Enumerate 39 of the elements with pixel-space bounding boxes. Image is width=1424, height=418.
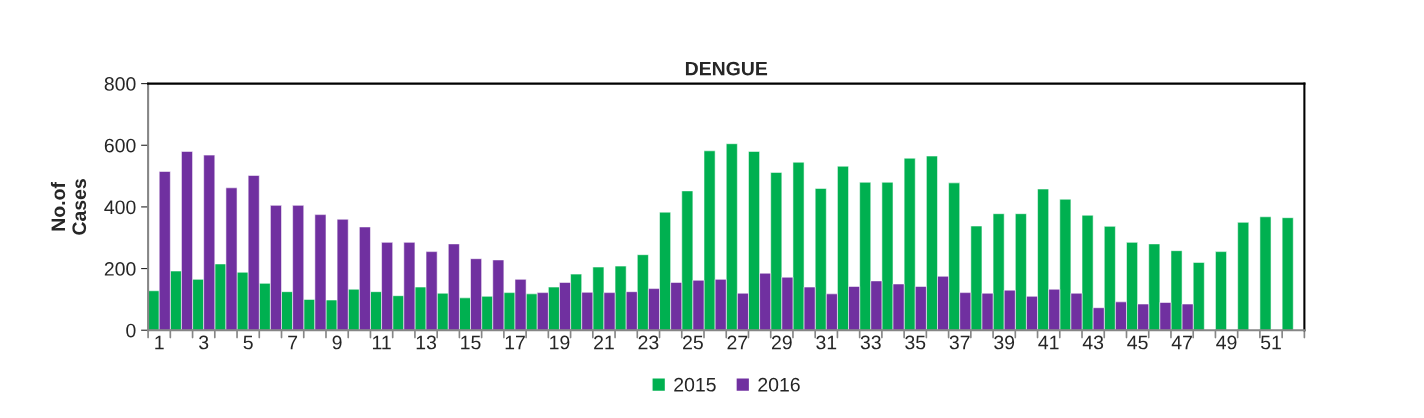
y-tick-label: 600: [104, 138, 136, 153]
x-tick-label: 9: [332, 335, 342, 350]
x-tick-label: 51: [1260, 335, 1281, 350]
x-tick-label: 3: [199, 335, 209, 350]
x-tick-label: 37: [949, 335, 970, 350]
bar: [1281, 217, 1294, 331]
x-tick-label: 47: [1171, 335, 1192, 350]
bar: [1237, 222, 1250, 331]
x-tick-label: 45: [1127, 335, 1148, 350]
x-tick-label: 19: [550, 335, 570, 350]
x-tick-label: 39: [994, 335, 1015, 350]
x-tick-label: 17: [505, 335, 525, 350]
y-tick-label: 0: [126, 323, 136, 338]
chart-title: DENGUE: [685, 61, 768, 76]
x-tick-label: 11: [372, 335, 391, 350]
legend-label: 2016: [758, 377, 800, 392]
x-tick-label: 23: [638, 335, 659, 350]
x-tick-label: 7: [288, 335, 298, 350]
x-tick-label: 15: [461, 335, 481, 350]
y-tick-label: 400: [104, 200, 136, 215]
x-tick-label: 29: [772, 335, 792, 350]
x-tick-label: 21: [594, 335, 614, 350]
legend-label: 2015: [674, 377, 716, 392]
x-tick-label: 25: [683, 335, 703, 350]
x-tick-label: 31: [816, 335, 837, 350]
x-tick-label: 33: [860, 335, 881, 350]
bar: [1259, 216, 1272, 331]
bar: [1215, 251, 1227, 331]
y-tick-label: 800: [104, 77, 136, 91]
x-tick-label: 41: [1038, 335, 1059, 350]
x-tick-label: 13: [416, 335, 437, 350]
x-tick-label: 1: [155, 335, 164, 350]
x-tick-label: 5: [243, 335, 253, 350]
x-tick-label: 27: [727, 335, 748, 350]
y-axis-title: No.of Cases: [50, 179, 87, 235]
x-tick-label: 43: [1082, 335, 1104, 350]
x-tick-label: 49: [1216, 335, 1237, 350]
x-tick-label: 35: [905, 335, 926, 350]
y-tick-label: 200: [104, 262, 136, 276]
